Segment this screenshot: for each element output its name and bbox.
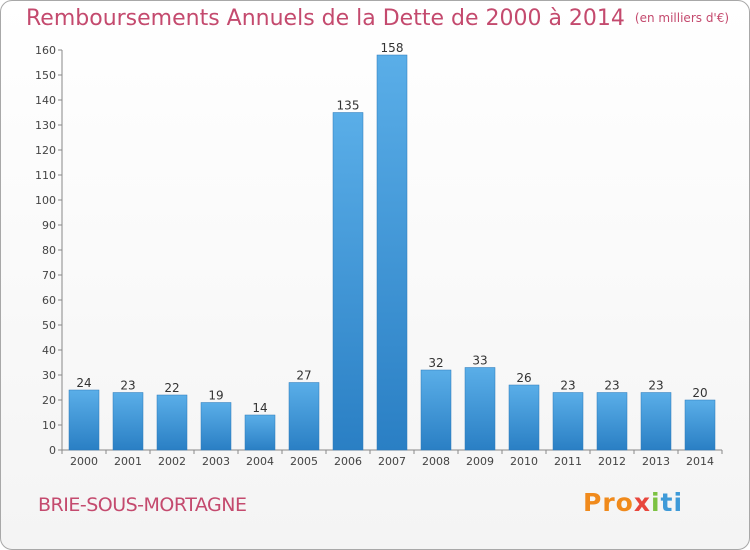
x-tick-label-2009: 2009 xyxy=(466,455,494,468)
x-tick-label-2007: 2007 xyxy=(378,455,406,468)
bar-2008 xyxy=(420,369,452,451)
bar-2004 xyxy=(244,414,276,451)
x-tick-label-2012: 2012 xyxy=(598,455,626,468)
data-label-2003: 19 xyxy=(208,389,223,403)
data-label-2005: 27 xyxy=(296,369,311,383)
bar-2000 xyxy=(68,389,100,451)
y-tick-label: 40 xyxy=(42,344,56,357)
bar-2010 xyxy=(508,384,540,451)
y-tick-label: 0 xyxy=(49,444,56,457)
y-tick-label: 100 xyxy=(35,194,56,207)
y-tick-label: 80 xyxy=(42,244,56,257)
bar-2014 xyxy=(684,399,716,451)
y-tick-label: 150 xyxy=(35,69,56,82)
data-label-2009: 33 xyxy=(472,354,487,368)
x-tick-label-2004: 2004 xyxy=(246,455,274,468)
bar-2009 xyxy=(464,367,496,451)
data-label-2004: 14 xyxy=(252,401,267,415)
y-tick-label: 50 xyxy=(42,319,56,332)
bar-2006 xyxy=(332,112,364,451)
chart-title-text: Remboursements Annuels de la Dette de 20… xyxy=(26,6,625,31)
bar-2002 xyxy=(156,394,188,451)
data-label-2010: 26 xyxy=(516,371,531,385)
y-tick-label: 30 xyxy=(42,369,56,382)
data-label-2001: 23 xyxy=(120,379,135,393)
x-tick-label-2011: 2011 xyxy=(554,455,582,468)
x-tick-label-2000: 2000 xyxy=(70,455,98,468)
data-label-2000: 24 xyxy=(76,376,91,390)
data-label-2006: 135 xyxy=(337,99,360,113)
bar-2001 xyxy=(112,392,144,451)
proxiti-logo[interactable]: Proxiti xyxy=(583,488,684,517)
x-tick-label-2001: 2001 xyxy=(114,455,142,468)
bar-2003 xyxy=(200,402,232,451)
y-tick-label: 90 xyxy=(42,219,56,232)
data-label-2008: 32 xyxy=(428,356,443,370)
data-label-2007: 158 xyxy=(381,41,404,55)
chart-unit: (en milliers d'€) xyxy=(634,11,730,25)
bar-2007 xyxy=(376,54,408,451)
y-tick-label: 130 xyxy=(35,119,56,132)
x-tick-label-2014: 2014 xyxy=(686,455,714,468)
y-tick-label: 120 xyxy=(35,144,56,157)
chart-title: Remboursements Annuels de la Dette de 20… xyxy=(26,6,729,31)
y-tick-label: 20 xyxy=(42,394,56,407)
y-tick-label: 140 xyxy=(35,94,56,107)
y-tick-label: 110 xyxy=(35,169,56,182)
bar-2005 xyxy=(288,382,320,451)
x-tick-label-2013: 2013 xyxy=(642,455,670,468)
y-tick-label: 10 xyxy=(42,419,56,432)
x-tick-label-2003: 2003 xyxy=(202,455,230,468)
bar-2011 xyxy=(552,392,584,451)
x-tick-label-2008: 2008 xyxy=(422,455,450,468)
y-tick-label: 60 xyxy=(42,294,56,307)
x-tick-label-2005: 2005 xyxy=(290,455,318,468)
y-tick-label: 70 xyxy=(42,269,56,282)
y-tick-label: 160 xyxy=(35,44,56,57)
bar-2012 xyxy=(596,392,628,451)
x-tick-label-2006: 2006 xyxy=(334,455,362,468)
data-label-2014: 20 xyxy=(692,386,707,400)
x-tick-label-2002: 2002 xyxy=(158,455,186,468)
data-label-2012: 23 xyxy=(604,379,619,393)
data-label-2013: 23 xyxy=(648,379,663,393)
data-label-2011: 23 xyxy=(560,379,575,393)
bar-2013 xyxy=(640,392,672,451)
data-label-2002: 22 xyxy=(164,381,179,395)
x-tick-label-2010: 2010 xyxy=(510,455,538,468)
commune-name: BRIE-SOUS-MORTAGNE xyxy=(38,494,247,516)
